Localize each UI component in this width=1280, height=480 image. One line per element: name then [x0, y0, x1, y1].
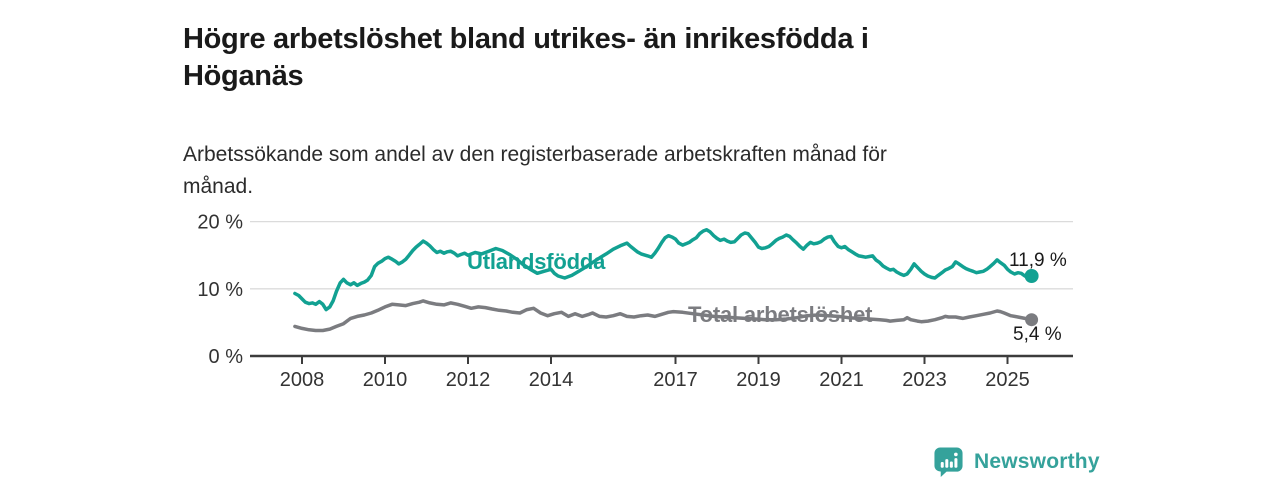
series-label-total-arbetsloshet: Total arbetslöshet [688, 302, 873, 327]
x-tick-label: 2008 [280, 369, 325, 391]
x-tick-label: 2019 [736, 369, 781, 391]
x-tick-label: 2025 [985, 369, 1030, 391]
x-tick-label: 2012 [446, 369, 491, 391]
total-line [293, 299, 1034, 333]
total-end-dot [1025, 313, 1039, 327]
chart-subtitle: Arbetssökande som andel av den registerb… [183, 143, 887, 198]
newsworthy-logo-icon [934, 447, 963, 477]
x-tick-label: 2014 [529, 369, 574, 391]
brand-name: Newsworthy [974, 449, 1100, 473]
utlandsfodda-line [293, 227, 1034, 312]
y-tick-label: 10 % [197, 279, 243, 301]
utlandsfodda-end-dot [1024, 269, 1039, 283]
y-tick-label: 20 % [197, 212, 243, 234]
newsworthy-branding: Newsworthy [933, 445, 1100, 478]
x-tick-label: 2010 [363, 369, 408, 391]
end-value-label-total: 5,4 % [1013, 324, 1062, 345]
y-tick-label: 0 % [209, 346, 244, 368]
page-title: Högre arbetslöshet bland utrikes- än inr… [183, 23, 869, 92]
end-value-label-utlandsfodda: 11,9 % [1009, 250, 1067, 271]
series-label-utlandsfodda: Utlandsfödda [467, 249, 606, 274]
x-tick-label: 2021 [819, 369, 864, 391]
x-tick-label: 2017 [653, 369, 698, 391]
x-tick-label: 2023 [902, 369, 947, 391]
